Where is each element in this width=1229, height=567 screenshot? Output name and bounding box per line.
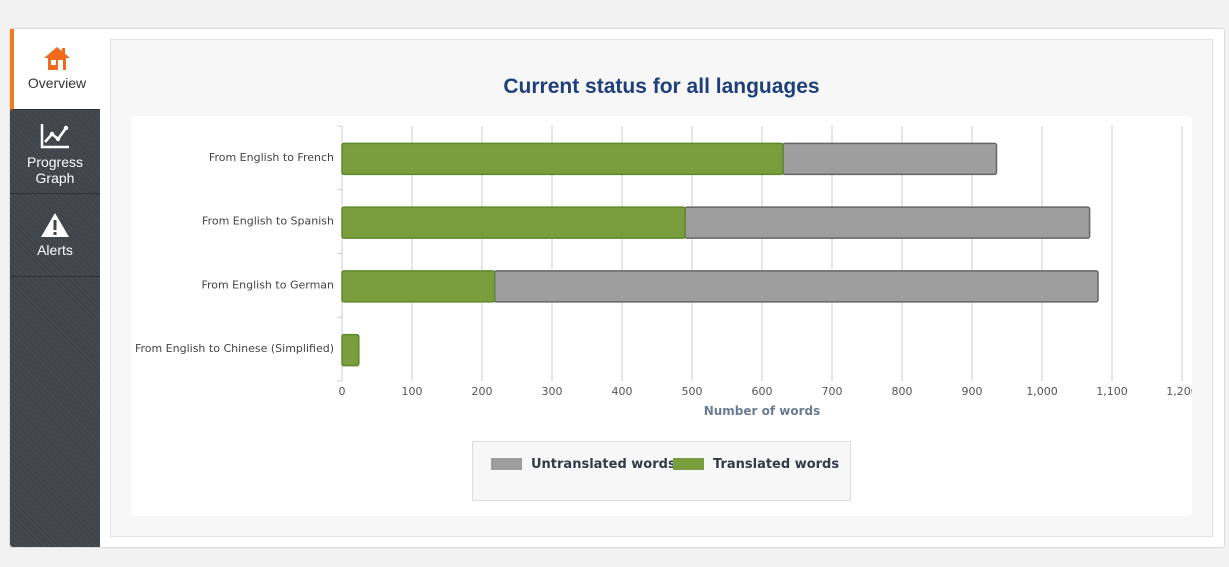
bar-untranslated <box>782 142 998 176</box>
bar-translated <box>341 206 686 239</box>
nav-label-alerts: Alerts <box>37 242 73 258</box>
x-axis-title: Number of words <box>704 404 821 418</box>
legend-swatch <box>491 458 522 470</box>
legend-swatch <box>673 458 704 470</box>
legend-box <box>472 441 851 501</box>
chart-card: 0 100 200 300 400 500 600 700 800 900 1,000 1,100 1,… <box>131 116 1198 516</box>
nav-label-overview: Overview <box>27 75 87 91</box>
x-tick-label: 900 <box>962 385 983 398</box>
home-icon <box>44 47 70 70</box>
category-label: From English to Chinese (Simplified) <box>135 342 334 355</box>
chart-title: Current status for all languages <box>503 75 820 98</box>
x-tick-label: 700 <box>822 385 843 398</box>
x-tick-label: 1,200 <box>1166 385 1192 398</box>
x-tick-label: 1,000 <box>1026 385 1058 398</box>
bar-translated <box>341 142 784 176</box>
category-label: From English to German <box>201 278 334 291</box>
legend-label: Untranslated words <box>531 457 676 472</box>
x-tick-label: 1,100 <box>1096 385 1128 398</box>
nav-label-graph: Graph <box>35 170 75 186</box>
legend-label: Translated words <box>713 457 839 472</box>
nav-item-overview[interactable]: Overview <box>10 29 100 110</box>
x-tick-label: 0 <box>339 385 346 398</box>
x-tick-label: 500 <box>682 385 703 398</box>
bar-untranslated <box>493 270 1099 303</box>
x-tick-label: 300 <box>542 385 563 398</box>
bar-untranslated <box>684 206 1091 239</box>
nav-item-progress-graph[interactable]: Progress Graph <box>10 110 100 194</box>
sidebar: Overview Progress Graph Alerts <box>10 29 100 547</box>
nav-label-progress: Progress <box>26 154 84 170</box>
x-tick-label: 100 <box>402 385 423 398</box>
x-tick-label: 600 <box>752 385 773 398</box>
category-label: From English to Spanish <box>202 215 334 228</box>
warning-icon <box>41 213 69 237</box>
x-tick-label: 800 <box>892 385 913 398</box>
bar-translated <box>341 333 360 367</box>
bar-translated <box>341 270 496 303</box>
bar-chart: 0 100 200 300 400 500 600 700 800 900 1,000 1,100 1,… <box>135 125 1198 501</box>
x-tick-label: 400 <box>612 385 633 398</box>
line-chart-icon <box>40 124 69 149</box>
x-tick-label: 200 <box>472 385 493 398</box>
nav-item-alerts[interactable]: Alerts <box>10 194 100 277</box>
category-label: From English to French <box>209 151 334 164</box>
